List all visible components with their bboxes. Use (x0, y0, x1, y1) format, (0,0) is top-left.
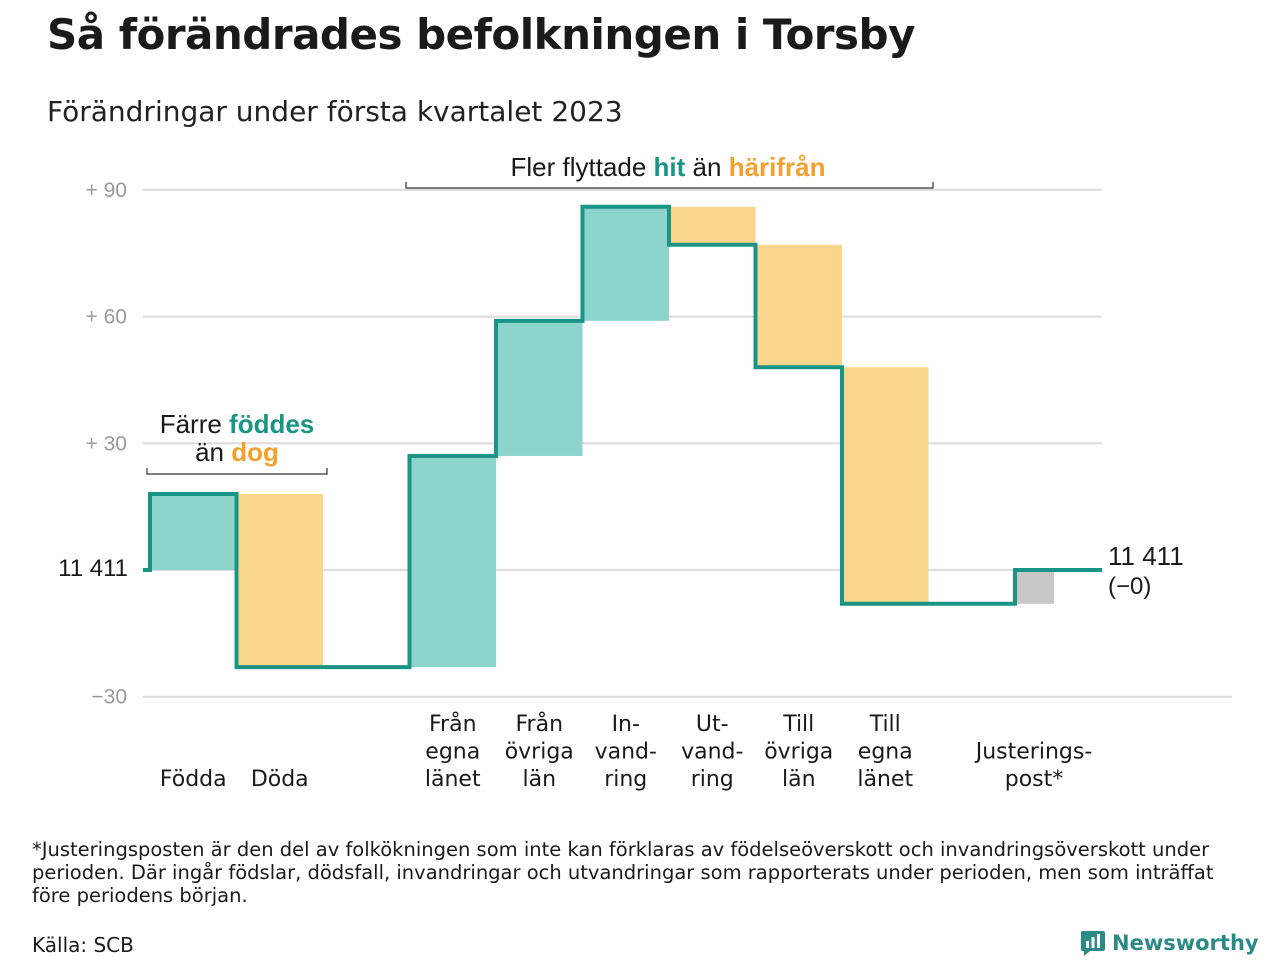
footnote: *Justeringsposten är den del av folkökni… (32, 838, 1214, 907)
bar-adjustment (1015, 570, 1054, 604)
annotation-migration: Fler flyttade hit än härifrån (510, 152, 825, 182)
annotation-births-deaths-line2: än dog (195, 437, 279, 467)
category-label: Från (429, 711, 477, 737)
y-tick-label: + 60 (86, 306, 127, 329)
category-label: Födda (160, 767, 227, 792)
annotation-text: Färre (160, 409, 229, 439)
category-label: vand- (681, 740, 743, 765)
annotation-text: än (195, 437, 231, 467)
bar-decrease (236, 493, 323, 668)
bar-increase (496, 320, 583, 456)
y-tick-label: −30 (91, 686, 127, 709)
y-tick-label: + 90 (86, 179, 127, 202)
category-label: län (782, 767, 816, 792)
annotation-text: än (685, 152, 728, 182)
newsworthy-logo-icon (1081, 931, 1105, 956)
annotation-highlight-teal: hit (654, 152, 686, 182)
category-label: Från (515, 711, 563, 737)
source-text: Källa: SCB (32, 933, 134, 957)
bar-decrease (755, 244, 842, 368)
annotation-births-deaths-line1: Färre föddes (160, 409, 315, 439)
category-label: Döda (251, 767, 309, 792)
annotation-bracket (146, 468, 328, 475)
end-change-label: (−0) (1108, 573, 1151, 600)
category-label: Till (782, 712, 814, 737)
category-label: Ut- (696, 712, 729, 737)
bar-decrease (669, 206, 756, 245)
category-label: övriga (505, 740, 574, 765)
chart-subtitle: Förändringar under första kvartalet 2023 (47, 95, 623, 128)
start-value-label: 11 411 (58, 555, 128, 582)
category-label: In- (612, 712, 640, 737)
bar-increase (582, 206, 669, 321)
category-label: egna (425, 740, 480, 765)
category-label: vand- (595, 740, 657, 765)
category-label: post* (1005, 767, 1064, 792)
category-label: Justerings- (974, 740, 1093, 765)
grid-layer: + 90 + 60 + 30 −30 (86, 179, 1232, 709)
cumulative-step-line (143, 204, 1102, 670)
y-tick-label: + 30 (86, 432, 127, 455)
annotation-highlight-orange: härifrån (729, 152, 826, 182)
category-label: ring (691, 767, 734, 792)
logo-text: Newsworthy (1112, 931, 1259, 955)
bar-increase (409, 455, 496, 668)
label-layer: Födda DödaFrånegnalänetFrånövrigalänIn-va… (58, 152, 1184, 792)
annotation-bracket (405, 182, 934, 189)
category-label: län (522, 767, 556, 792)
category-label: länet (425, 767, 481, 792)
annotation-highlight-teal: föddes (229, 409, 314, 439)
annotation-text: Fler flyttade (510, 152, 653, 182)
category-label: länet (857, 767, 913, 792)
bar-layer (150, 206, 1054, 668)
annotation-highlight-orange: dog (231, 437, 279, 467)
chart-title: Så förändrades befolkningen i Torsby (47, 10, 915, 59)
category-label: Till (869, 712, 901, 737)
category-label: egna (858, 740, 913, 765)
bar-decrease (842, 367, 929, 604)
waterfall-chart: + 90+ 60+ 30−30 Födda DödaFrånegnalänetFr… (58, 152, 1232, 792)
bar-increase (150, 493, 237, 570)
newsworthy-logo: Newsworthy (1080, 928, 1259, 958)
category-label: övriga (764, 740, 833, 765)
line-layer (143, 204, 1102, 670)
category-label: ring (604, 767, 647, 792)
end-value-label: 11 411 (1108, 541, 1184, 571)
